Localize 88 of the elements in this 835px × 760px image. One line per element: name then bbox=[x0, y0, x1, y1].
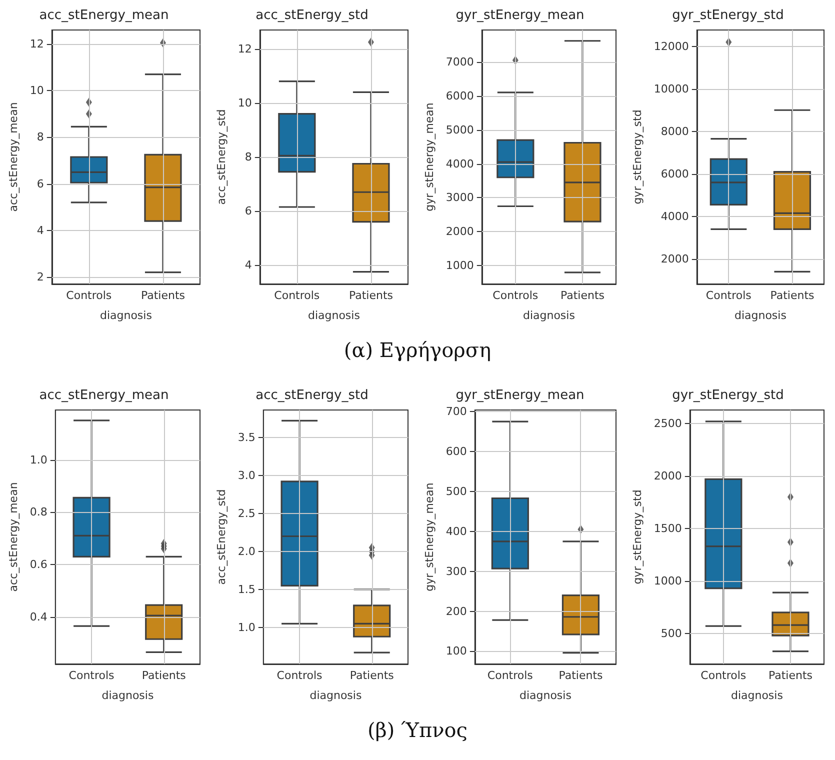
y-tick-label: 6000 bbox=[660, 167, 689, 180]
x-axis-title: diagnosis bbox=[519, 689, 572, 702]
y-axis-title: acc_stEnergy_mean bbox=[7, 102, 20, 212]
x-tick-label: Patients bbox=[350, 669, 394, 682]
x-tick-label: Controls bbox=[706, 289, 752, 302]
x-tick-label: Patients bbox=[560, 289, 605, 302]
y-tick-label: 500 bbox=[660, 626, 682, 640]
x-axis-title: diagnosis bbox=[734, 309, 787, 322]
y-tick-label: 8 bbox=[36, 130, 44, 144]
y-tick-label: 400 bbox=[446, 524, 467, 538]
y-tick-label: 1500 bbox=[654, 522, 682, 535]
y-tick-label: 4000 bbox=[660, 210, 689, 223]
y-tick-label: 4000 bbox=[446, 157, 474, 170]
y-tick-label: 100 bbox=[446, 644, 467, 658]
chart-title: gyr_stEnergy_mean bbox=[456, 388, 584, 403]
x-axis-title: diagnosis bbox=[102, 689, 154, 702]
x-axis-title: diagnosis bbox=[522, 309, 576, 322]
y-tick-label: 8000 bbox=[660, 124, 689, 138]
x-tick-label: Controls bbox=[68, 669, 115, 682]
x-axis-title: diagnosis bbox=[308, 309, 360, 322]
y-tick-label: 12000 bbox=[654, 40, 689, 53]
y-tick-label: 8 bbox=[244, 150, 252, 164]
x-axis-title: diagnosis bbox=[730, 689, 784, 702]
y-tick-label: 5000 bbox=[446, 123, 474, 136]
y-tick-label: 2.5 bbox=[238, 506, 256, 520]
x-tick-label: Patients bbox=[558, 669, 603, 682]
y-tick-label: 3.0 bbox=[238, 468, 256, 482]
x-tick-label: Patients bbox=[348, 289, 394, 302]
chart-title: acc_stEnergy_mean bbox=[39, 8, 169, 23]
y-tick-label: 0.8 bbox=[30, 506, 48, 519]
y-tick-label: 0.4 bbox=[30, 610, 48, 624]
y-tick-label: 6 bbox=[244, 204, 252, 218]
x-tick-label: Patients bbox=[140, 289, 186, 302]
y-tick-label: 3000 bbox=[446, 191, 474, 204]
chart-title: acc_stEnergy_std bbox=[256, 8, 368, 23]
text: (α) Εγρήγορση bbox=[344, 338, 492, 362]
y-tick-label: 1.0 bbox=[238, 620, 256, 634]
y-tick-label: 10 bbox=[238, 96, 252, 110]
x-tick-label: Controls bbox=[66, 289, 112, 302]
y-tick-label: 10000 bbox=[654, 82, 689, 96]
y-tick-label: 4 bbox=[244, 258, 252, 272]
chart-title: gyr_stEnergy_std bbox=[672, 388, 784, 403]
y-tick-label: 2500 bbox=[654, 417, 682, 430]
y-tick-label: 12 bbox=[30, 37, 44, 50]
y-axis-title: gyr_stEnergy_std bbox=[631, 110, 644, 204]
chart-title: gyr_stEnergy_std bbox=[672, 8, 784, 23]
y-tick-label: 200 bbox=[446, 604, 467, 618]
y-tick-label: 10 bbox=[30, 84, 44, 98]
y-tick-label: 2000 bbox=[446, 225, 474, 238]
y-tick-label: 1.0 bbox=[30, 453, 48, 466]
y-axis-title: acc_stEnergy_mean bbox=[7, 482, 20, 592]
y-axis-title: acc_stEnergy_std bbox=[215, 109, 228, 205]
y-tick-label: 300 bbox=[446, 564, 467, 578]
y-tick-label: 1000 bbox=[654, 574, 682, 588]
y-tick-label: 6000 bbox=[446, 89, 474, 102]
chart-title: gyr_stEnergy_mean bbox=[456, 8, 584, 23]
x-tick-label: Patients bbox=[142, 669, 186, 682]
chart-title: acc_stEnergy_mean bbox=[39, 388, 169, 403]
x-tick-label: Patients bbox=[770, 289, 814, 302]
x-tick-label: Controls bbox=[487, 669, 534, 682]
y-tick-label: 700 bbox=[446, 405, 467, 418]
y-tick-label: 12 bbox=[238, 42, 252, 56]
y-axis-title: gyr_stEnergy_mean bbox=[423, 482, 436, 592]
y-tick-label: 600 bbox=[446, 445, 467, 458]
y-axis-title: gyr_stEnergy_mean bbox=[423, 102, 436, 212]
x-tick-label: Controls bbox=[276, 669, 323, 682]
y-axis-title: acc_stEnergy_std bbox=[215, 489, 228, 585]
y-axis-title: gyr_stEnergy_std bbox=[631, 490, 644, 584]
y-tick-label: 2000 bbox=[654, 470, 682, 483]
x-tick-label: Controls bbox=[492, 289, 538, 302]
chart-title: acc_stEnergy_std bbox=[256, 388, 368, 403]
y-tick-label: 500 bbox=[446, 484, 467, 498]
y-tick-label: 6 bbox=[36, 177, 44, 190]
y-tick-label: 1000 bbox=[446, 259, 474, 272]
y-tick-label: 2.0 bbox=[238, 544, 256, 558]
text: (β) Ύπνος bbox=[367, 718, 468, 742]
x-tick-label: Controls bbox=[700, 669, 746, 682]
x-axis-title: diagnosis bbox=[310, 689, 362, 702]
y-tick-label: 2000 bbox=[660, 252, 689, 266]
y-tick-label: 2 bbox=[36, 270, 44, 284]
y-tick-label: 4 bbox=[36, 224, 44, 237]
y-tick-label: 1.5 bbox=[238, 582, 256, 596]
x-axis-title: diagnosis bbox=[100, 309, 152, 322]
y-tick-label: 7000 bbox=[446, 55, 474, 68]
x-tick-label: Patients bbox=[768, 669, 813, 682]
y-tick-label: 3.5 bbox=[238, 430, 256, 444]
y-tick-label: 0.6 bbox=[30, 558, 48, 571]
x-tick-label: Controls bbox=[274, 289, 320, 302]
